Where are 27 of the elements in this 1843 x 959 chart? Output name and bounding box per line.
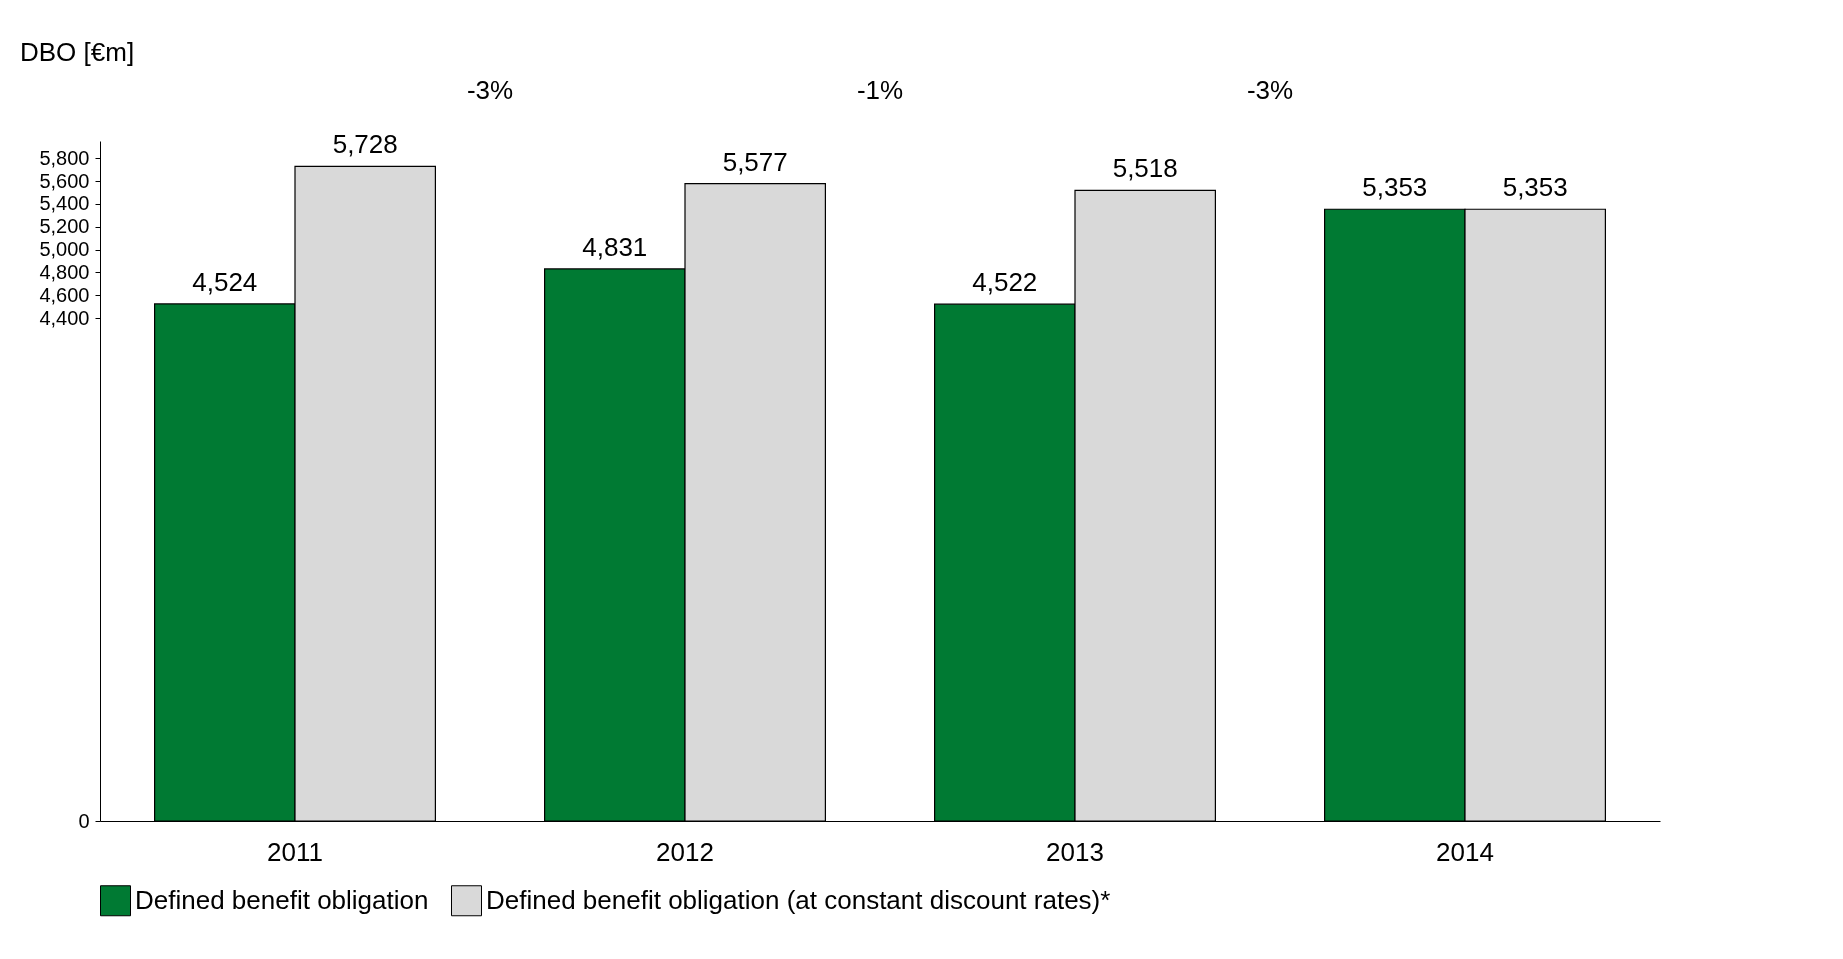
data-label: 5,353 bbox=[1502, 172, 1568, 203]
legend-label: Defined benefit obligation (at constant discount rates)* bbox=[486, 884, 1111, 915]
legend-label: Defined benefit obligation bbox=[135, 884, 429, 915]
data-label: 4,831 bbox=[582, 231, 648, 262]
data-label: 4,522 bbox=[972, 267, 1038, 298]
data-label: 5,518 bbox=[1112, 153, 1178, 184]
y-tick-label: 5,400 bbox=[39, 192, 90, 215]
x-tick-label: 2011 bbox=[267, 836, 323, 867]
data-label: 5,353 bbox=[1362, 172, 1428, 203]
y-axis-title: DBO [€m] bbox=[20, 37, 135, 67]
x-tick-label: 2013 bbox=[1046, 836, 1104, 867]
y-tick-label: 5,200 bbox=[39, 215, 90, 238]
y-tick-label: 0 bbox=[78, 809, 90, 832]
data-label: 4,524 bbox=[192, 266, 258, 297]
y-tick-label: 4,600 bbox=[39, 283, 90, 306]
data-label: 5,728 bbox=[332, 129, 398, 160]
text: -3% bbox=[466, 75, 514, 105]
data-label: 5,577 bbox=[722, 146, 788, 177]
text: -3% bbox=[1246, 75, 1294, 105]
x-tick-label: 2012 bbox=[656, 836, 714, 867]
x-tick-label: 2014 bbox=[1436, 836, 1494, 867]
text: -1% bbox=[856, 75, 904, 105]
y-tick-label: 5,800 bbox=[39, 146, 90, 169]
y-tick-label: 5,000 bbox=[39, 238, 90, 261]
y-tick-label: 5,600 bbox=[39, 169, 90, 192]
y-tick-label: 4,400 bbox=[39, 306, 90, 329]
y-tick-label: 4,800 bbox=[39, 260, 90, 283]
